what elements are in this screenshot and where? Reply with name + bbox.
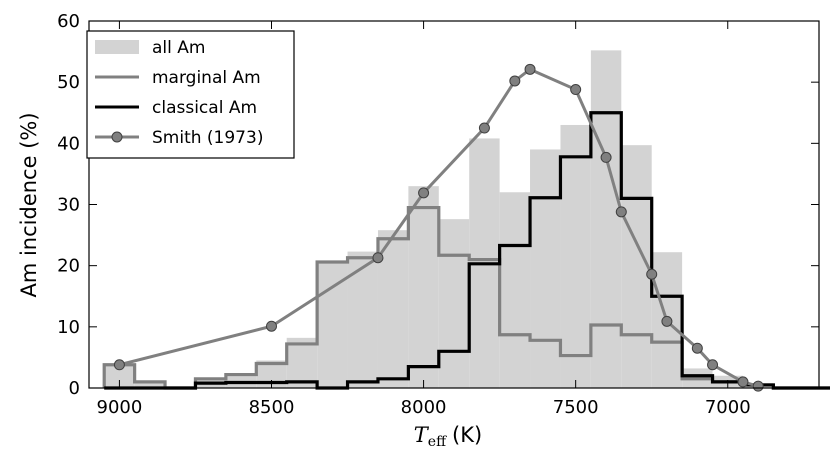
all-am-bar xyxy=(408,186,439,388)
smith-1973-line xyxy=(119,67,759,388)
smith-1973-point xyxy=(266,320,277,332)
legend-item-marginal-am: marginal Am xyxy=(95,68,261,88)
histogram-layer xyxy=(104,50,774,389)
y-axis-label: Am incidence (%) xyxy=(17,112,41,297)
x-axis-label: Teff (K) xyxy=(414,423,482,450)
all-am-bar xyxy=(499,192,531,388)
smith-1973-point xyxy=(570,84,582,96)
smith-1973-point xyxy=(691,342,703,354)
smith-1973-point xyxy=(509,75,521,87)
smith-1973-point xyxy=(752,380,764,392)
legend-label-smith-1973: Smith (1973) xyxy=(152,128,263,148)
y-tick-label: 60 xyxy=(57,11,80,32)
y-tick-label: 40 xyxy=(57,133,80,154)
all-am-bar xyxy=(438,219,470,388)
legend-item-smith-1973: Smith (1973) xyxy=(95,128,263,148)
smith-1973-point xyxy=(615,206,627,218)
smith-1973-point xyxy=(600,151,612,163)
y-tick-label: 10 xyxy=(57,317,80,338)
smith-1973-point xyxy=(418,187,430,199)
all-am-bar xyxy=(317,261,348,388)
smith-1973-point xyxy=(372,252,384,264)
y-tick-label: 0 xyxy=(69,378,80,399)
all-am-bar xyxy=(286,337,318,388)
all-am-bar xyxy=(134,381,166,388)
smith-1973-point xyxy=(478,122,490,134)
y-tick-label: 50 xyxy=(57,72,80,93)
smith-1973-point xyxy=(524,63,536,75)
smith-1973-point xyxy=(646,268,658,280)
marginal-am-step-line xyxy=(102,205,830,390)
all-am-bar xyxy=(530,149,561,388)
all-am-bar xyxy=(347,251,378,388)
legend-label-classical-am: classical Am xyxy=(152,98,257,118)
x-axis-label-symbol: T xyxy=(414,423,430,447)
all-am-bar xyxy=(590,50,622,389)
legend-swatch-smith-1973-marker xyxy=(111,131,123,143)
smith-1973-point xyxy=(661,315,673,327)
classical-am-step-line xyxy=(104,111,830,390)
x-axis-label-subscript: eff xyxy=(428,434,447,450)
legend-label-marginal-am: marginal Am xyxy=(152,68,261,88)
legend-label-all-am: all Am xyxy=(152,38,205,58)
x-tick-label: 7500 xyxy=(553,397,599,418)
x-axis-label-unit: (K) xyxy=(452,423,482,447)
all-am-bar xyxy=(560,124,591,388)
legend-item-classical-am: classical Am xyxy=(95,98,257,118)
x-tick-label: 9000 xyxy=(97,397,143,418)
y-tick-label: 30 xyxy=(57,195,80,216)
y-tick-label: 20 xyxy=(57,256,80,277)
lines-layer xyxy=(102,63,830,392)
x-tick-label: 8000 xyxy=(401,397,447,418)
legend-item-all-am: all Am xyxy=(95,38,205,58)
smith-1973-point xyxy=(737,376,749,388)
all-am-bar xyxy=(104,364,135,388)
legend: all Am marginal Am classical Am Smith (1… xyxy=(86,30,295,159)
x-tick-label: 8500 xyxy=(249,397,295,418)
legend-swatch-all-am xyxy=(95,40,139,54)
smith-1973-point xyxy=(707,359,719,371)
x-tick-label: 7000 xyxy=(705,397,751,418)
smith-1973-point xyxy=(113,359,125,371)
all-am-bar xyxy=(377,230,409,388)
